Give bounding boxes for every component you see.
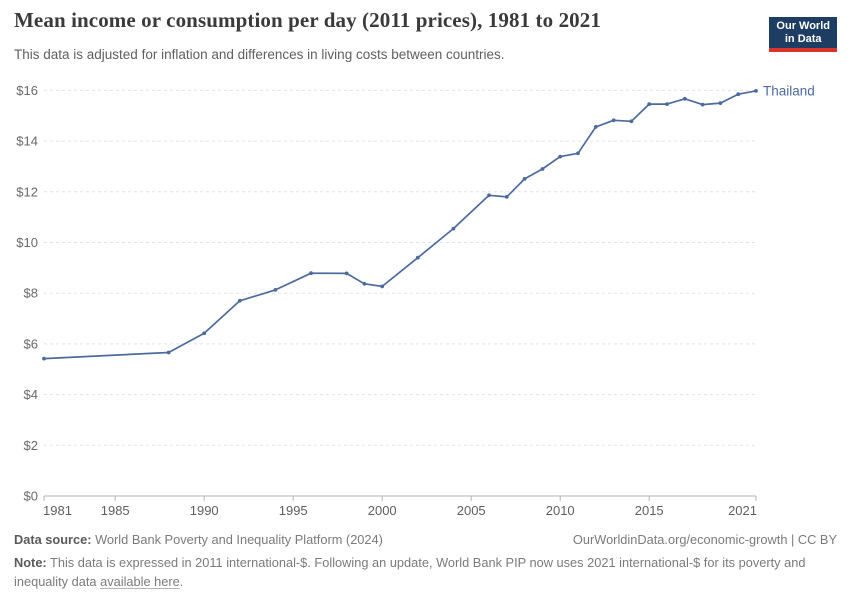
footer-note: Note: This data is expressed in 2011 int… [14,553,834,591]
x-tick-label: 2015 [635,503,664,518]
data-point-marker[interactable] [415,255,420,260]
y-tick-label: $0 [24,489,38,504]
owid-logo[interactable]: Our World in Data [769,17,837,52]
y-tick-label: $6 [24,336,38,351]
data-source: Data source: World Bank Poverty and Ineq… [14,532,383,547]
x-tick-label: 1995 [279,503,308,518]
data-point-marker[interactable] [611,118,616,123]
data-point-marker[interactable] [736,92,741,97]
data-point-marker[interactable] [754,89,758,93]
data-point-marker[interactable] [682,96,687,101]
line-chart-plot-area[interactable]: $0 $2 $4 $6 $8 $10 $12 $14 $16 1981 1985 1990 1995 20… [0,0,850,528]
y-tick-label: $2 [24,438,38,453]
data-point-marker[interactable] [237,298,242,303]
x-tick-label: 2021 [728,503,757,518]
data-point-marker[interactable] [344,271,349,276]
y-tick-label: $16 [16,83,38,98]
owid-logo-line2: in Data [784,33,822,45]
data-source-label: Data source: [14,532,92,547]
page-title: Mean income or consumption per day (2011… [14,8,601,32]
data-point-marker[interactable] [504,195,509,199]
data-point-marker[interactable] [522,177,527,181]
data-point-marker[interactable] [540,167,545,171]
data-point-marker[interactable] [558,154,563,159]
x-tick-label: 2000 [368,503,397,518]
data-point-marker[interactable] [576,151,580,156]
data-point-marker[interactable] [362,281,367,286]
data-point-marker[interactable] [309,271,313,276]
data-point-marker[interactable] [718,101,723,105]
data-point-marker[interactable] [487,193,491,198]
owid-logo-line1: Our World [776,20,830,32]
data-point-marker[interactable] [202,331,207,336]
data-point-marker[interactable] [451,226,456,231]
chart-subtitle: This data is adjusted for inflation and … [14,47,505,62]
data-point-marker[interactable] [647,102,652,106]
x-tick-label: 2010 [546,503,575,518]
y-tick-label: $4 [24,387,38,402]
data-point-marker[interactable] [273,288,278,292]
data-point-marker[interactable] [700,102,705,107]
x-tick-label: 2005 [457,503,486,518]
data-point-marker[interactable] [665,102,669,106]
series-entity-label: Thailand [763,83,815,98]
x-tick-label: 1990 [190,503,219,518]
attribution-link[interactable]: OurWorldinData.org/economic-growth | CC … [572,532,837,547]
data-source-text: World Bank Poverty and Inequality Platfo… [91,532,383,547]
footer-source-row: Data source: World Bank Poverty and Ineq… [14,532,837,547]
series-line[interactable] [43,90,757,360]
y-tick-label: $10 [16,235,38,250]
y-tick-label: $8 [24,286,38,301]
data-point-marker[interactable] [166,350,171,355]
available-here-link[interactable]: available here [100,574,180,590]
note-suffix: . [179,574,184,590]
y-tick-label: $12 [16,184,38,199]
x-tick-label: 1981 [43,503,72,518]
note-text: This data is expressed in 2011 internati… [14,555,806,590]
data-point-marker[interactable] [42,356,46,361]
note-label: Note: [14,555,47,570]
x-tick-label: 1985 [101,503,130,518]
data-point-marker[interactable] [629,119,634,124]
y-tick-label: $14 [16,134,38,149]
data-point-marker[interactable] [593,125,598,129]
data-point-marker[interactable] [380,284,385,289]
